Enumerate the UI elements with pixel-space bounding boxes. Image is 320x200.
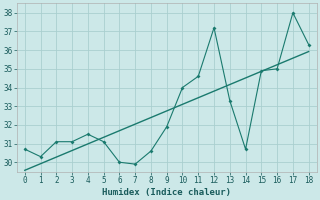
X-axis label: Humidex (Indice chaleur): Humidex (Indice chaleur)	[102, 188, 231, 197]
